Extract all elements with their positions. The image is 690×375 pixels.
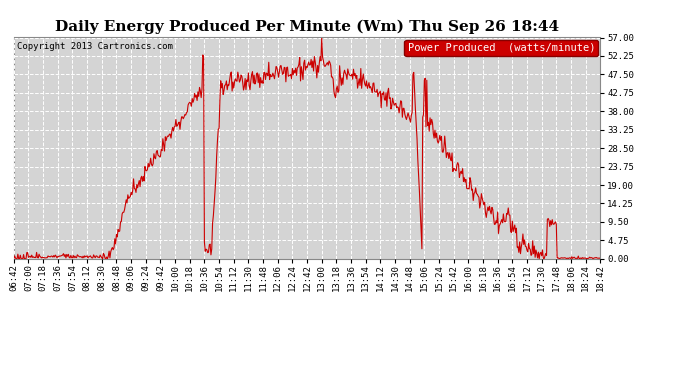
Legend: Power Produced  (watts/minute): Power Produced (watts/minute) [404,40,598,56]
Title: Daily Energy Produced Per Minute (Wm) Thu Sep 26 18:44: Daily Energy Produced Per Minute (Wm) Th… [55,19,559,33]
Text: Copyright 2013 Cartronics.com: Copyright 2013 Cartronics.com [17,42,172,51]
